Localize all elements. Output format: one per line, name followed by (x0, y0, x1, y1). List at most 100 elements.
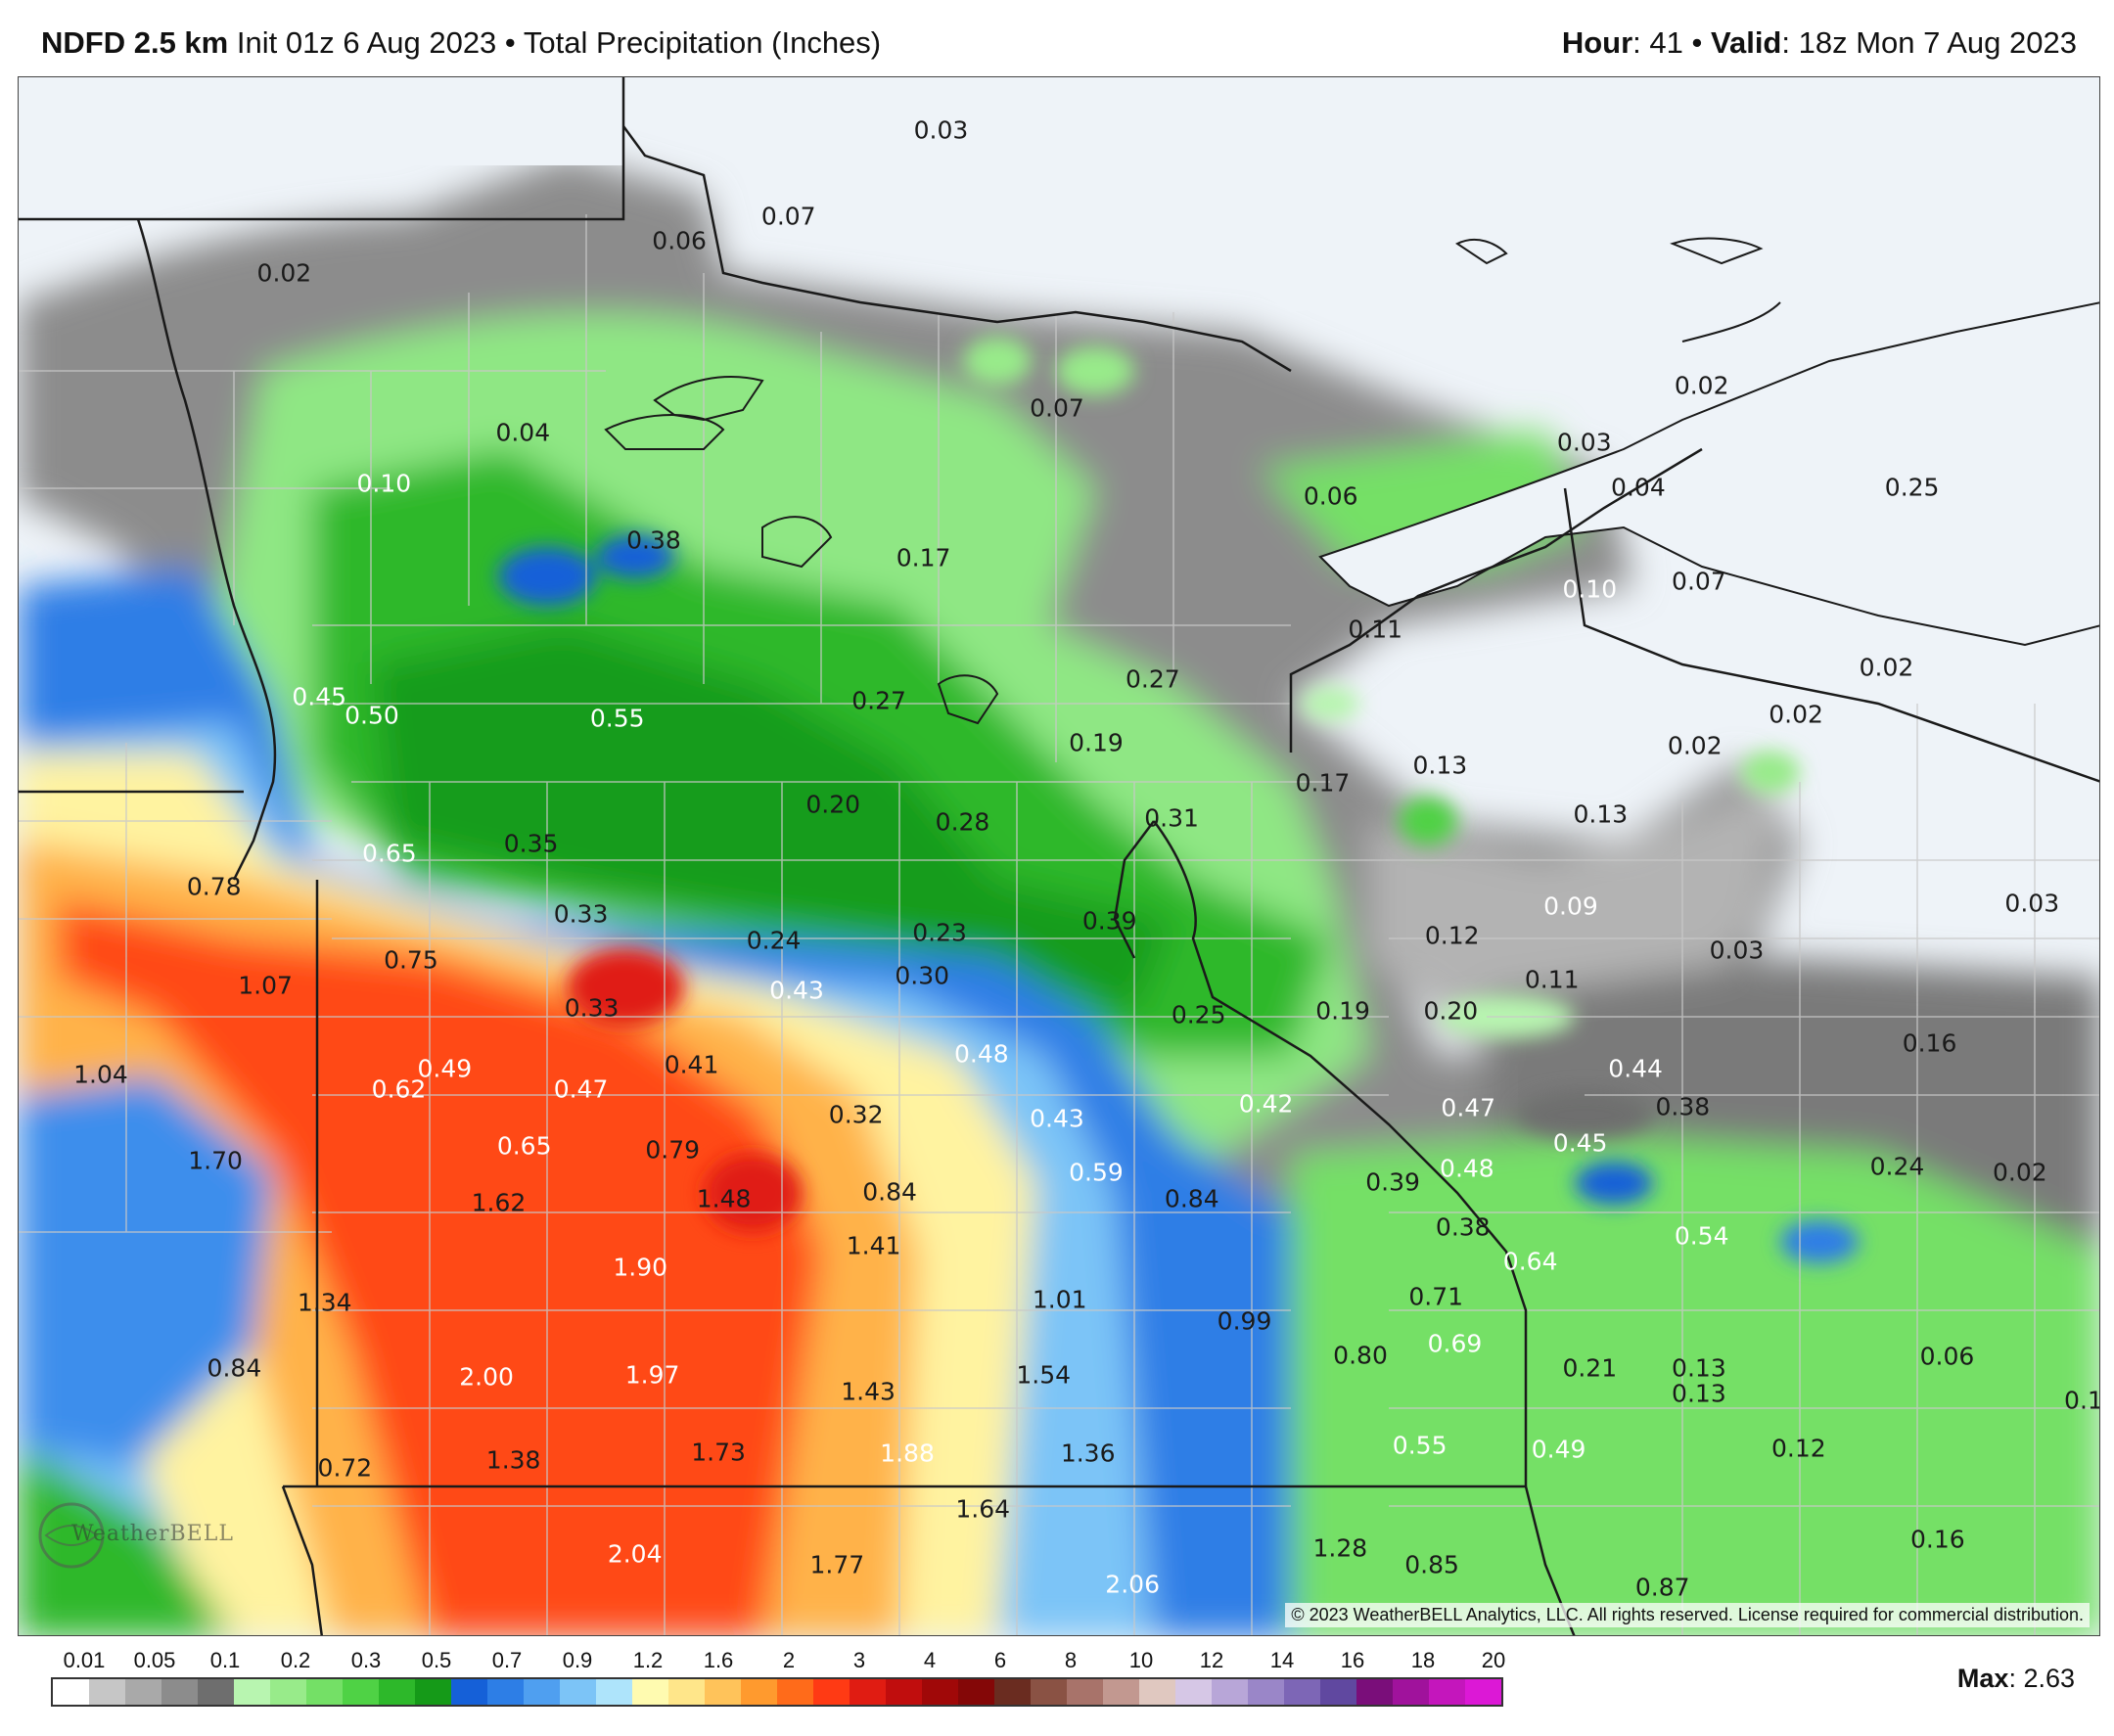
precipitation-map[interactable]: 0.02 0.06 0.07 0.03 0.04 0.10 0.07 0.38 0.17 0.06… (18, 76, 2100, 1636)
precip-value-label: 0.06 (652, 226, 707, 255)
legend-swatch (161, 1679, 198, 1705)
precip-value-label: 0.24 (1869, 1152, 1925, 1181)
precip-value-label: 0.25 (1884, 473, 1940, 502)
precip-value-label: 0.03 (913, 115, 969, 145)
legend-swatch (886, 1679, 922, 1705)
legend-swatch (813, 1679, 850, 1705)
legend-swatch (1284, 1679, 1320, 1705)
precip-value-label: 0.03 (1556, 428, 1612, 457)
model-name: NDFD 2.5 km (41, 25, 229, 60)
legend-swatch (379, 1679, 415, 1705)
mille-lacs (937, 674, 999, 725)
precip-value-label: 0.13 (1672, 1353, 1726, 1383)
legend-swatch (1356, 1679, 1393, 1705)
precip-value-label: 1.07 (238, 971, 293, 1000)
precip-value-label: 1.04 (73, 1060, 128, 1089)
precip-value-label: 0.21 (1562, 1353, 1618, 1383)
hour-label: Hour (1561, 25, 1633, 60)
precip-value-label: 1.70 (188, 1146, 243, 1175)
precip-value-label: 0.04 (1611, 473, 1666, 502)
precip-value-label: 0.02 (1769, 700, 1823, 729)
precip-value-label: 0.65 (496, 1131, 552, 1161)
precip-value-label: 0.55 (1392, 1431, 1448, 1460)
legend-swatch (777, 1679, 813, 1705)
mississippi-river (1113, 820, 1155, 959)
precip-value-label: 0.11 (1524, 965, 1580, 994)
valid-label: Valid (1711, 25, 1782, 60)
legend-swatch (1393, 1679, 1429, 1705)
precip-value-label: 0.23 (912, 918, 967, 947)
canada-area-west (19, 77, 623, 165)
precip-value-label: 1.73 (691, 1438, 746, 1467)
precip-value-label: 0.54 (1674, 1221, 1729, 1251)
precip-value-label: 0.50 (345, 701, 399, 730)
precip-value-label: 0.80 (1333, 1341, 1388, 1369)
precip-value-label: 0.44 (1608, 1054, 1663, 1083)
precip-value-label: 0.85 (1404, 1550, 1459, 1579)
mn-nd-border (136, 218, 277, 881)
precip-red-area (58, 899, 821, 1635)
precip-value-label: 0.48 (953, 1039, 1009, 1069)
legend-swatch (1248, 1679, 1284, 1705)
precip-value-label: 0.11 (1348, 615, 1403, 644)
max-label: Max (1956, 1664, 2009, 1693)
legend-swatch (958, 1679, 994, 1705)
blue-blob (498, 547, 596, 606)
precip-value-label: 0.02 (256, 258, 312, 288)
legend-swatch (451, 1679, 487, 1705)
precip-value-label: 1.88 (880, 1439, 935, 1468)
precip-value-label: 2.04 (607, 1539, 663, 1569)
precip-value-label: 0.24 (746, 926, 802, 955)
header-separator: • (1691, 25, 1703, 60)
legend-tick-label: 0.05 (133, 1648, 176, 1672)
green-blob (1056, 346, 1134, 395)
legend-tick-label: 4 (923, 1648, 937, 1672)
map-title: NDFD 2.5 km Init 01z 6 Aug 2023 • Total … (41, 25, 881, 61)
precip-value-label: 0.42 (1238, 1089, 1294, 1119)
precip-value-label: 1.28 (1312, 1533, 1368, 1563)
precip-value-label: 1.34 (297, 1288, 352, 1317)
green-blob (1301, 686, 1359, 721)
copyright-notice: © 2023 WeatherBELL Analytics, LLC. All r… (1285, 1603, 2090, 1627)
blue-blob (1780, 1220, 1859, 1263)
precip-value-label: 0.11 (2064, 1386, 2099, 1415)
precip-value-label: 0.71 (1408, 1282, 1464, 1311)
precip-value-label: 0.33 (553, 899, 609, 929)
legend-tick-label: 3 (852, 1648, 866, 1672)
legend-tick-label: 14 (1269, 1648, 1295, 1672)
precip-value-label: 0.10 (1562, 574, 1618, 604)
legend-swatch (415, 1679, 451, 1705)
precip-value-label: 0.13 (1573, 799, 1629, 829)
precip-value-label: 1.64 (955, 1494, 1011, 1524)
lakes (604, 237, 1781, 725)
legend-swatch (234, 1679, 270, 1705)
precip-value-label: 0.19 (1315, 996, 1370, 1026)
precip-value-label: 0.17 (896, 543, 951, 572)
legend-swatch (1429, 1679, 1465, 1705)
legend-swatch (1320, 1679, 1356, 1705)
precip-value-label: 0.84 (1164, 1184, 1219, 1213)
precip-lightgreen-area-se (1291, 1134, 2099, 1635)
precip-value-label: 0.20 (805, 790, 861, 819)
precip-value-label: 0.38 (626, 525, 681, 555)
legend-tick-label: 2 (782, 1648, 796, 1672)
precip-value-label: 0.45 (292, 682, 347, 711)
precip-value-label: 2.00 (459, 1362, 514, 1392)
valid-value: : 18z Mon 7 Aug 2023 (1781, 25, 2077, 60)
precip-value-label: 0.13 (1412, 751, 1468, 780)
precip-value-label: 0.49 (1531, 1435, 1586, 1464)
precip-value-label: 0.43 (1030, 1104, 1084, 1133)
legend-swatch (1175, 1679, 1212, 1705)
precip-value-label: 0.39 (1365, 1167, 1420, 1197)
precip-value-label: 0.78 (186, 872, 242, 901)
legend-swatch (306, 1679, 343, 1705)
legend-swatch (1139, 1679, 1175, 1705)
canada-border-lake (621, 125, 1292, 373)
blue-blob (596, 535, 674, 578)
isle-royale (1681, 301, 1781, 343)
green-blob (1741, 751, 1800, 794)
precip-value-label: 0.17 (1295, 768, 1351, 798)
legend-tick-label: 20 (1481, 1648, 1506, 1672)
precip-value-label: 0.72 (317, 1453, 373, 1483)
lake-of-the-woods (653, 376, 764, 422)
